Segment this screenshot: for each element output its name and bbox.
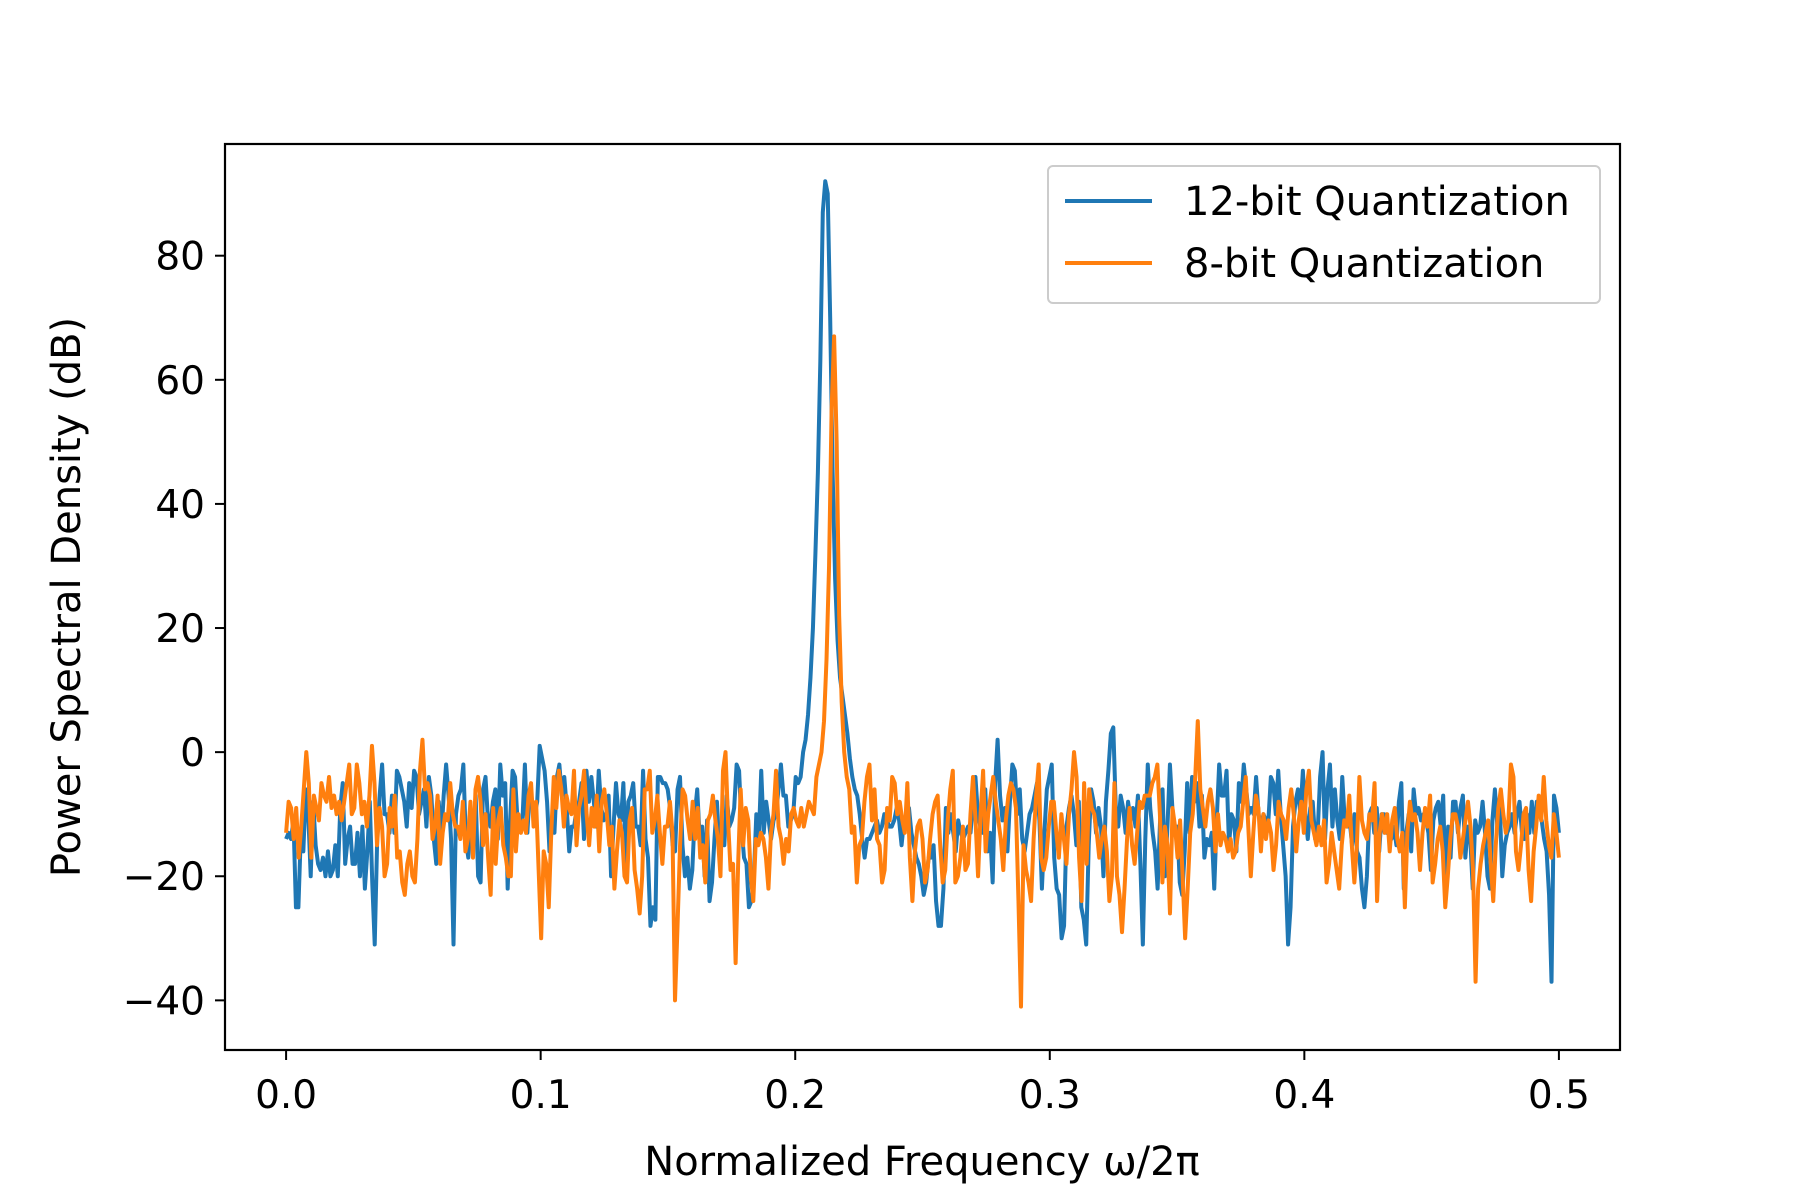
x-axis: 0.0 0.1 0.2 0.3 0.4 0.5: [255, 1050, 1590, 1118]
x-tick-label: 0.4: [1273, 1073, 1335, 1118]
y-tick-label: 20: [155, 607, 205, 652]
legend-box: [1047, 165, 1601, 304]
x-tick-label: 0.3: [1019, 1073, 1081, 1118]
y-tick-label: 0: [180, 731, 205, 776]
series-line-8-bit: [284, 334, 1561, 1009]
legend-label-8-bit: 8-bit Quantization: [1184, 241, 1544, 287]
y-axis-label: Power Spectral Density (dB): [44, 317, 90, 877]
x-tick-label: 0.0: [255, 1073, 317, 1118]
y-tick-label: −40: [123, 979, 205, 1024]
x-tick-label: 0.1: [510, 1073, 572, 1118]
legend-label-12-bit: 12-bit Quantization: [1184, 179, 1570, 225]
y-tick-label: 60: [155, 359, 205, 404]
x-axis-label: Normalized Frequency ω/2π: [644, 1139, 1199, 1185]
x-tick-label: 0.2: [764, 1073, 826, 1118]
y-tick-label: −20: [123, 855, 205, 900]
y-tick-label: 40: [155, 483, 205, 528]
y-axis: −40 −20 0 20 40 60 80: [123, 235, 225, 1024]
plot-area-frame: [223, 142, 1622, 1052]
x-tick-label: 0.5: [1528, 1073, 1590, 1118]
y-tick-label: 80: [155, 235, 205, 280]
series-layer: [284, 179, 1561, 1009]
legend: 12-bit Quantization 8-bit Quantization: [1047, 165, 1601, 304]
